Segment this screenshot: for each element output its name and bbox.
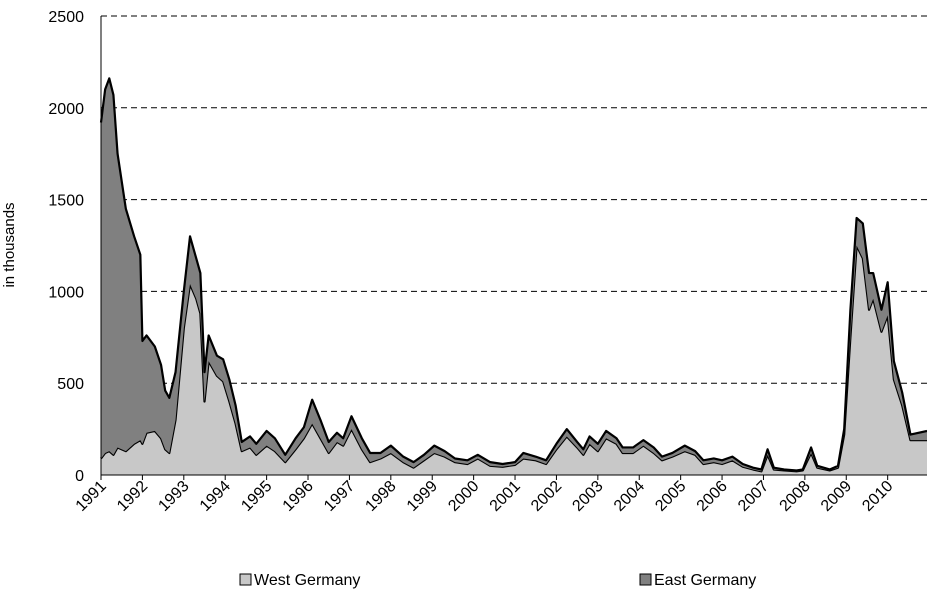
x-tick-label: 2010 (859, 478, 896, 515)
x-tick-label: 1995 (238, 478, 275, 515)
x-tick-label: 1996 (280, 478, 317, 515)
legend-swatch (639, 573, 652, 586)
x-tick-label: 2009 (818, 478, 855, 515)
x-tick-label: 1999 (404, 478, 441, 515)
x-tick-label: 1993 (155, 478, 192, 515)
legend-label: West Germany (254, 572, 360, 589)
x-tick-label: 2005 (652, 478, 689, 515)
y-tick-label: 500 (57, 376, 84, 393)
x-tick-label: 2007 (735, 478, 772, 515)
x-tick-label: 2000 (445, 478, 482, 515)
area (101, 245, 927, 475)
x-tick-label: 1997 (321, 478, 358, 515)
y-tick-label: 2000 (48, 101, 84, 118)
x-tick-label: 2008 (776, 478, 813, 515)
x-tick-label: 2004 (611, 478, 648, 515)
y-tick-label: 2500 (48, 9, 84, 26)
y-tick-label: 0 (75, 468, 84, 485)
x-tick-label: 2002 (528, 478, 565, 515)
y-axis-label: in thousands (1, 202, 18, 287)
x-tick-label: 1994 (197, 478, 234, 515)
x-tick-label: 2003 (569, 478, 606, 515)
x-tick-label: 1992 (114, 478, 151, 515)
x-tick-label: 1998 (362, 478, 399, 515)
y-tick-label: 1000 (48, 284, 84, 301)
legend-swatch (239, 573, 252, 586)
x-tick-label: 2006 (694, 478, 731, 515)
x-tick-label: 2001 (487, 478, 524, 515)
area-line (99, 77, 927, 472)
y-tick-label: 1500 (48, 193, 84, 210)
legend-label: East Germany (654, 572, 756, 589)
